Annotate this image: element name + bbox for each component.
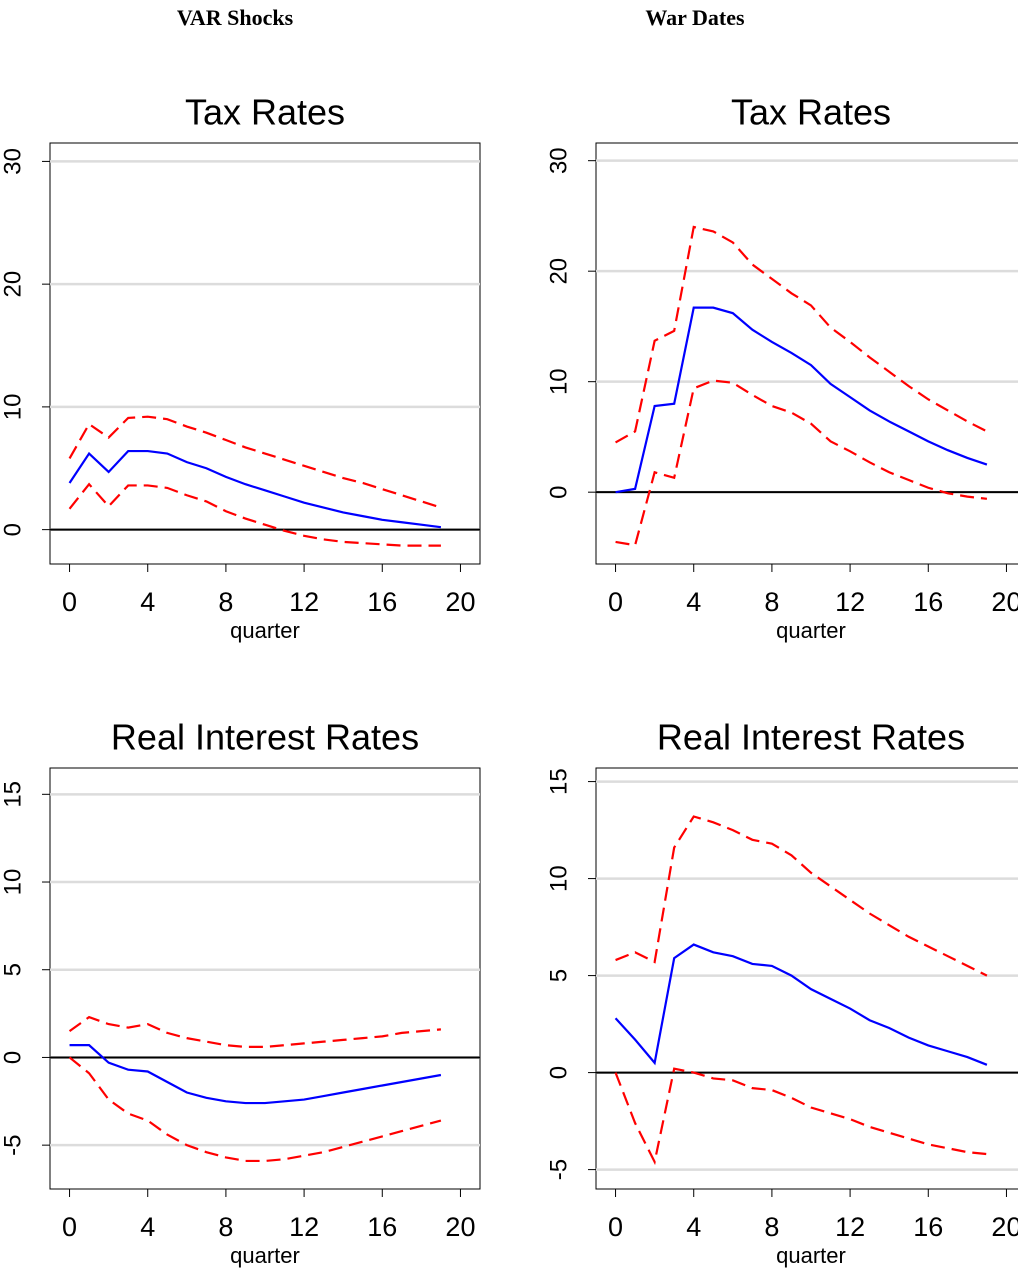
series-line (68, 1056, 442, 1163)
y-tick-label: 0 (0, 1051, 26, 1064)
series-line (614, 943, 988, 1066)
plot-frame (49, 142, 481, 565)
y-tick-label: 5 (0, 963, 26, 976)
y-tick-label: 15 (545, 768, 572, 795)
x-tick-label: 4 (686, 587, 701, 617)
x-tick-label: 20 (445, 587, 475, 617)
y-tick-label: 30 (545, 147, 572, 174)
x-tick-label: 0 (62, 1212, 77, 1242)
series-line (614, 1067, 988, 1166)
series-line (69, 1044, 442, 1105)
x-axis-label: quarter (776, 1243, 846, 1268)
y-tick-label: 10 (0, 869, 26, 896)
series-line (615, 306, 988, 494)
x-tick-label: 4 (140, 1212, 155, 1242)
y-tick-label: 0 (0, 523, 26, 536)
y-tick-label: 10 (545, 865, 572, 892)
y-tick-label: 0 (545, 1066, 572, 1079)
x-tick-label: 12 (289, 587, 319, 617)
x-tick-label: 20 (991, 587, 1018, 617)
x-tick-label: 12 (289, 1212, 319, 1242)
y-tick-label: 15 (0, 781, 26, 808)
x-tick-label: 8 (764, 1212, 779, 1242)
plot-frame (49, 767, 481, 1190)
y-tick-label: 5 (545, 969, 572, 982)
series-line (615, 379, 988, 547)
chart-title: Real Interest Rates (657, 717, 965, 758)
x-tick-label: 8 (764, 587, 779, 617)
x-axis-label: quarter (776, 618, 846, 643)
plot-frame (595, 142, 1018, 565)
x-axis-label: quarter (230, 1243, 300, 1268)
series-line (68, 1015, 442, 1049)
x-tick-label: 12 (835, 1212, 865, 1242)
y-tick-label: 0 (545, 485, 572, 498)
x-tick-label: 16 (913, 1212, 943, 1242)
y-tick-label: -5 (0, 1134, 26, 1155)
series-line (68, 482, 441, 547)
x-tick-label: 20 (991, 1212, 1018, 1242)
y-tick-label: 10 (545, 368, 572, 395)
chart-title: Tax Rates (185, 92, 345, 133)
plot-frame (595, 767, 1018, 1190)
y-tick-label: 30 (0, 148, 26, 175)
y-tick-label: 20 (0, 271, 26, 298)
series-line (68, 415, 442, 509)
series-line (615, 225, 988, 444)
x-tick-label: 4 (686, 1212, 701, 1242)
x-axis-label: quarter (230, 618, 300, 643)
x-tick-label: 16 (913, 587, 943, 617)
chart-title: Tax Rates (731, 92, 891, 133)
series-line (68, 449, 442, 529)
chart-title: Real Interest Rates (111, 717, 419, 758)
x-tick-label: 8 (218, 587, 233, 617)
x-tick-label: 8 (218, 1212, 233, 1242)
x-tick-label: 0 (608, 1212, 623, 1242)
column-header: War Dates (645, 5, 745, 30)
y-tick-label: 20 (545, 258, 572, 285)
column-header: VAR Shocks (177, 5, 294, 30)
x-tick-label: 20 (445, 1212, 475, 1242)
x-tick-label: 12 (835, 587, 865, 617)
x-tick-label: 4 (140, 587, 155, 617)
x-tick-label: 16 (367, 587, 397, 617)
series-line (615, 815, 988, 977)
y-tick-label: -5 (545, 1159, 572, 1180)
x-tick-label: 0 (62, 587, 77, 617)
x-tick-label: 0 (608, 587, 623, 617)
y-tick-label: 10 (0, 394, 26, 421)
x-tick-label: 16 (367, 1212, 397, 1242)
